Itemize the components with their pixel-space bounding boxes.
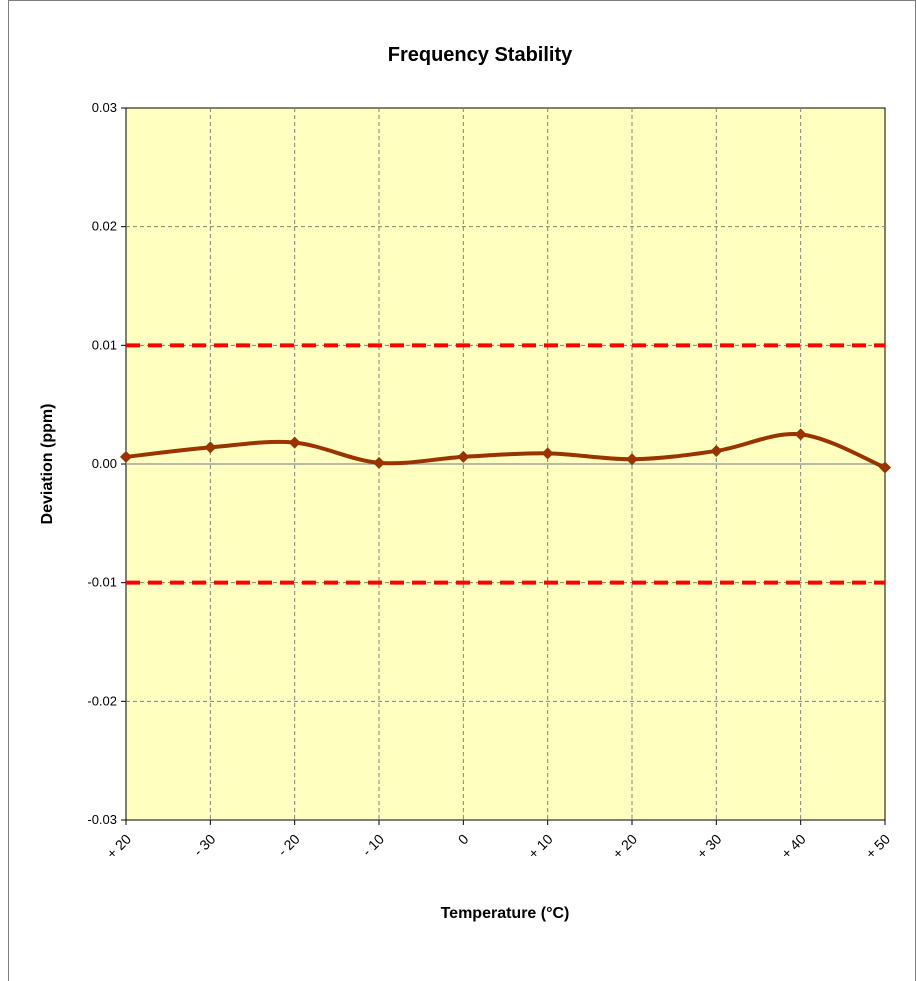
limit-lines [126,343,885,585]
data-point-marker [373,456,385,469]
y-tick-label: -0.01 [87,575,117,590]
y-axis-title: Deviation (ppm) [39,404,56,525]
y-tick-label: 0.00 [92,456,117,471]
x-tick-label: 0 [455,831,472,848]
x-tick-label: + 20 [103,831,134,862]
series-group [120,428,891,474]
x-axis-ticks: + 20 - 30 - 20 - 10 0 + 10 + 20 + 30 + 40 + 50 [103,820,893,862]
data-point-marker [710,444,723,457]
y-tick-label: 0.02 [92,219,117,234]
y-tick-label: -0.03 [87,812,117,827]
x-tick-label: - 10 [359,831,388,860]
x-axis-title: Temperature (°C) [441,905,570,922]
x-tick-label: + 10 [525,831,556,862]
series-line [124,432,887,470]
chart-frame [8,0,916,981]
data-point-marker [541,447,554,460]
data-point-marker [626,453,638,466]
data-point-marker [879,461,891,474]
y-tick-label: -0.02 [87,693,117,708]
chart-title: Frequency Stability [388,44,573,66]
data-point-marker [288,436,301,449]
x-tick-label: - 20 [274,831,303,860]
y-tick-label: 0.03 [92,100,117,115]
x-tick-label: + 30 [694,831,725,862]
data-point-marker [794,428,807,441]
data-point-marker [120,450,132,463]
x-tick-label: + 50 [862,831,893,862]
y-axis-ticks: 0.03 0.02 0.01 0.00 -0.01 -0.02 -0.03 [87,100,126,827]
y-tick-label: 0.01 [92,337,117,352]
x-tick-label: + 20 [609,831,640,862]
x-tick-label: - 30 [190,831,219,860]
data-point-marker [457,450,470,463]
x-tick-label: + 40 [778,831,809,862]
data-point-marker [204,441,217,454]
